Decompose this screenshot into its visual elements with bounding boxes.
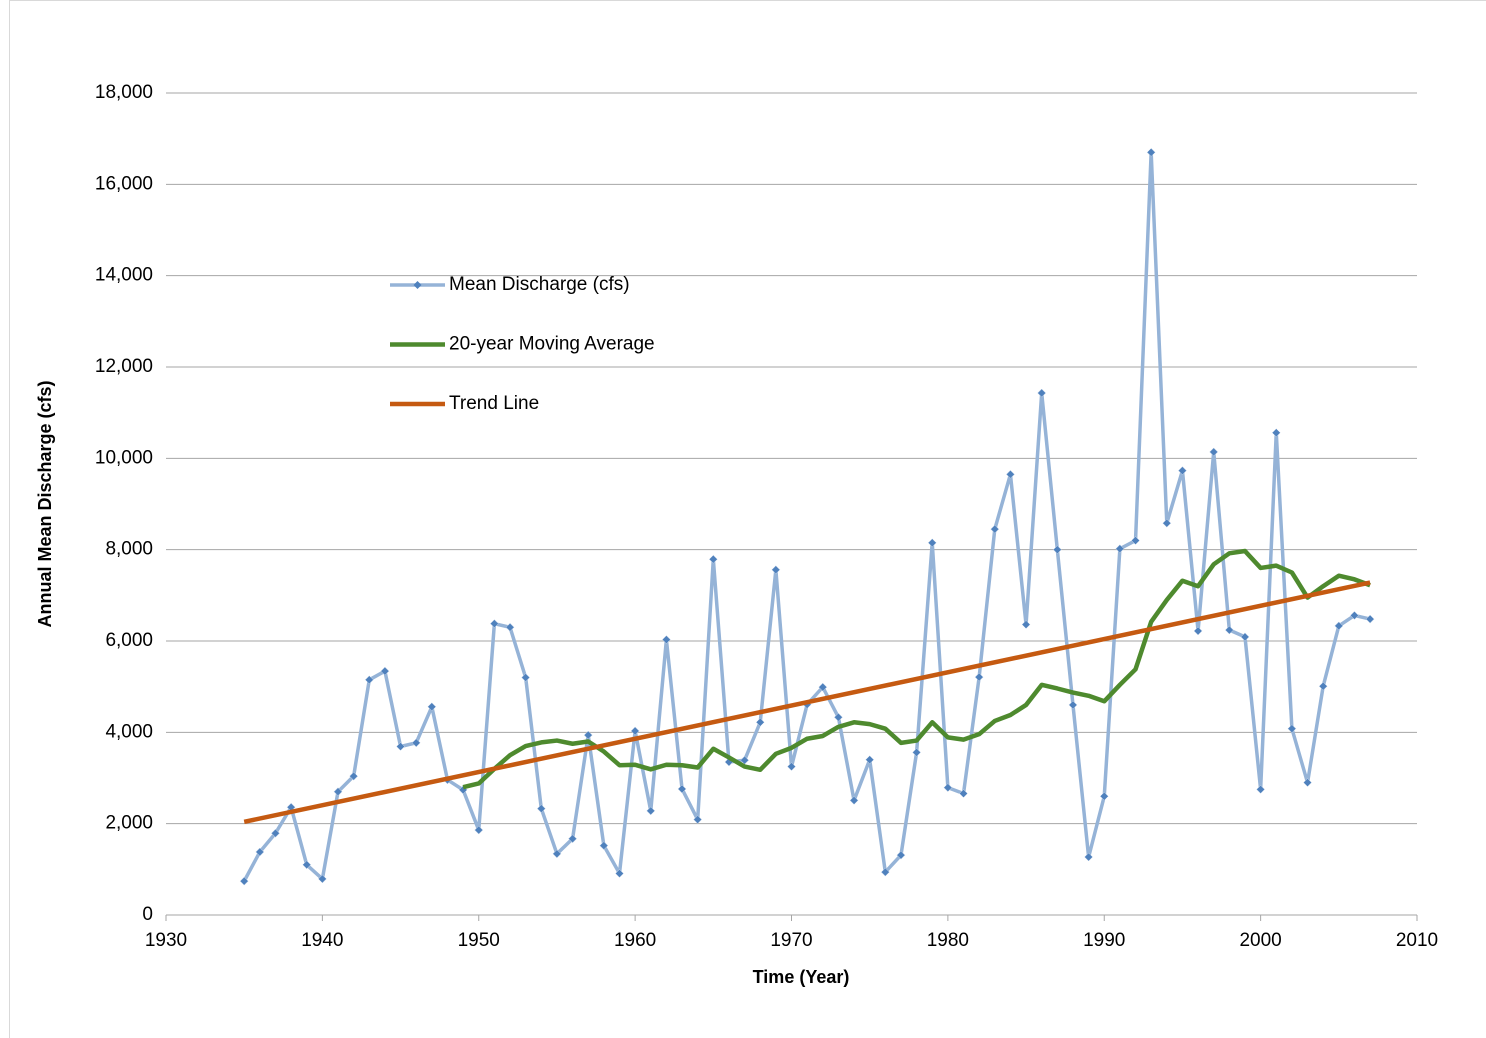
data-point bbox=[490, 619, 499, 629]
data-point bbox=[677, 784, 687, 794]
data-point bbox=[239, 876, 249, 886]
data-point bbox=[318, 874, 327, 884]
data-point bbox=[1287, 724, 1297, 734]
data-point bbox=[599, 841, 609, 850]
data-point bbox=[896, 850, 906, 860]
data-point bbox=[505, 622, 515, 632]
x-tick-label: 1930 bbox=[145, 930, 187, 951]
data-point bbox=[1318, 681, 1328, 691]
data-point bbox=[1240, 632, 1250, 642]
y-tick-label: 10,000 bbox=[95, 447, 153, 468]
data-point bbox=[1365, 614, 1375, 624]
data-point bbox=[1193, 626, 1203, 636]
y-tick-label: 6,000 bbox=[105, 630, 153, 651]
data-point bbox=[1099, 791, 1109, 801]
data-point bbox=[1006, 469, 1015, 479]
data-point bbox=[1224, 625, 1234, 635]
data-point bbox=[1256, 785, 1265, 794]
x-tick-label: 1940 bbox=[301, 930, 343, 951]
data-point bbox=[755, 717, 765, 727]
data-point bbox=[865, 755, 875, 765]
data-point bbox=[693, 815, 703, 824]
x-tick-label: 1980 bbox=[927, 930, 969, 951]
y-tick-label: 16,000 bbox=[95, 173, 153, 194]
data-point bbox=[1303, 778, 1312, 787]
data-point bbox=[708, 554, 718, 564]
data-point bbox=[1052, 545, 1062, 555]
data-point bbox=[787, 762, 796, 771]
data-point bbox=[818, 682, 828, 692]
x-tick-label: 1970 bbox=[770, 930, 812, 951]
data-point bbox=[349, 771, 359, 781]
series-line bbox=[462, 548, 1371, 790]
x-tick-label: 2010 bbox=[1396, 930, 1438, 951]
data-point bbox=[1115, 544, 1125, 554]
data-point bbox=[834, 712, 843, 722]
data-point bbox=[364, 675, 374, 685]
y-tick-label: 8,000 bbox=[105, 539, 153, 560]
data-point bbox=[927, 538, 937, 548]
y-tick-label: 0 bbox=[142, 904, 153, 925]
data-point bbox=[630, 726, 640, 736]
data-point bbox=[271, 828, 280, 838]
data-point bbox=[411, 738, 421, 748]
data-point bbox=[568, 834, 577, 844]
data-point bbox=[1178, 466, 1187, 476]
x-tick-label: 1950 bbox=[458, 930, 500, 951]
data-point bbox=[1068, 700, 1078, 710]
data-point bbox=[1131, 536, 1140, 545]
data-point bbox=[396, 742, 405, 751]
data-point bbox=[552, 849, 562, 859]
y-tick-label: 18,000 bbox=[95, 82, 153, 103]
data-point bbox=[849, 796, 859, 805]
series-line bbox=[243, 580, 1371, 825]
data-point bbox=[646, 806, 656, 816]
x-tick-label: 1960 bbox=[614, 930, 656, 951]
data-point bbox=[1021, 620, 1031, 629]
data-point bbox=[880, 867, 890, 877]
data-point bbox=[615, 869, 624, 878]
data-point bbox=[771, 565, 781, 575]
data-point bbox=[380, 666, 390, 676]
data-point bbox=[536, 804, 546, 813]
data-point bbox=[521, 673, 531, 682]
y-tick-label: 12,000 bbox=[95, 356, 153, 377]
legend-label: 20-year Moving Average bbox=[449, 334, 655, 355]
data-point bbox=[974, 672, 984, 682]
data-point bbox=[912, 748, 921, 757]
x-tick-label: 1990 bbox=[1083, 930, 1125, 951]
data-point bbox=[1209, 447, 1219, 457]
data-point bbox=[1334, 621, 1344, 631]
data-point bbox=[1350, 611, 1359, 620]
legend-label: Trend Line bbox=[449, 393, 539, 414]
data-point bbox=[1271, 428, 1281, 438]
y-tick-label: 4,000 bbox=[105, 721, 153, 742]
y-axis-title: Annual Mean Discharge (cfs) bbox=[35, 380, 55, 627]
data-point bbox=[943, 783, 953, 792]
legend-marker bbox=[413, 281, 422, 289]
data-point bbox=[302, 860, 312, 870]
data-point bbox=[255, 847, 265, 857]
data-point bbox=[333, 787, 343, 797]
data-point bbox=[990, 524, 1000, 534]
data-point bbox=[1146, 148, 1156, 157]
x-tick-label: 2000 bbox=[1239, 930, 1281, 951]
data-point bbox=[959, 789, 968, 798]
data-point bbox=[474, 825, 484, 835]
y-tick-label: 2,000 bbox=[105, 813, 153, 834]
data-point bbox=[427, 702, 437, 712]
chart-frame bbox=[9, 0, 1486, 1038]
y-tick-label: 14,000 bbox=[95, 265, 153, 286]
x-axis-title: Time (Year) bbox=[753, 967, 850, 987]
data-point bbox=[1084, 852, 1093, 862]
data-point bbox=[583, 730, 593, 740]
data-point bbox=[1162, 518, 1172, 528]
data-point bbox=[1037, 388, 1047, 398]
legend-label: Mean Discharge (cfs) bbox=[449, 274, 630, 295]
data-point bbox=[662, 635, 671, 644]
